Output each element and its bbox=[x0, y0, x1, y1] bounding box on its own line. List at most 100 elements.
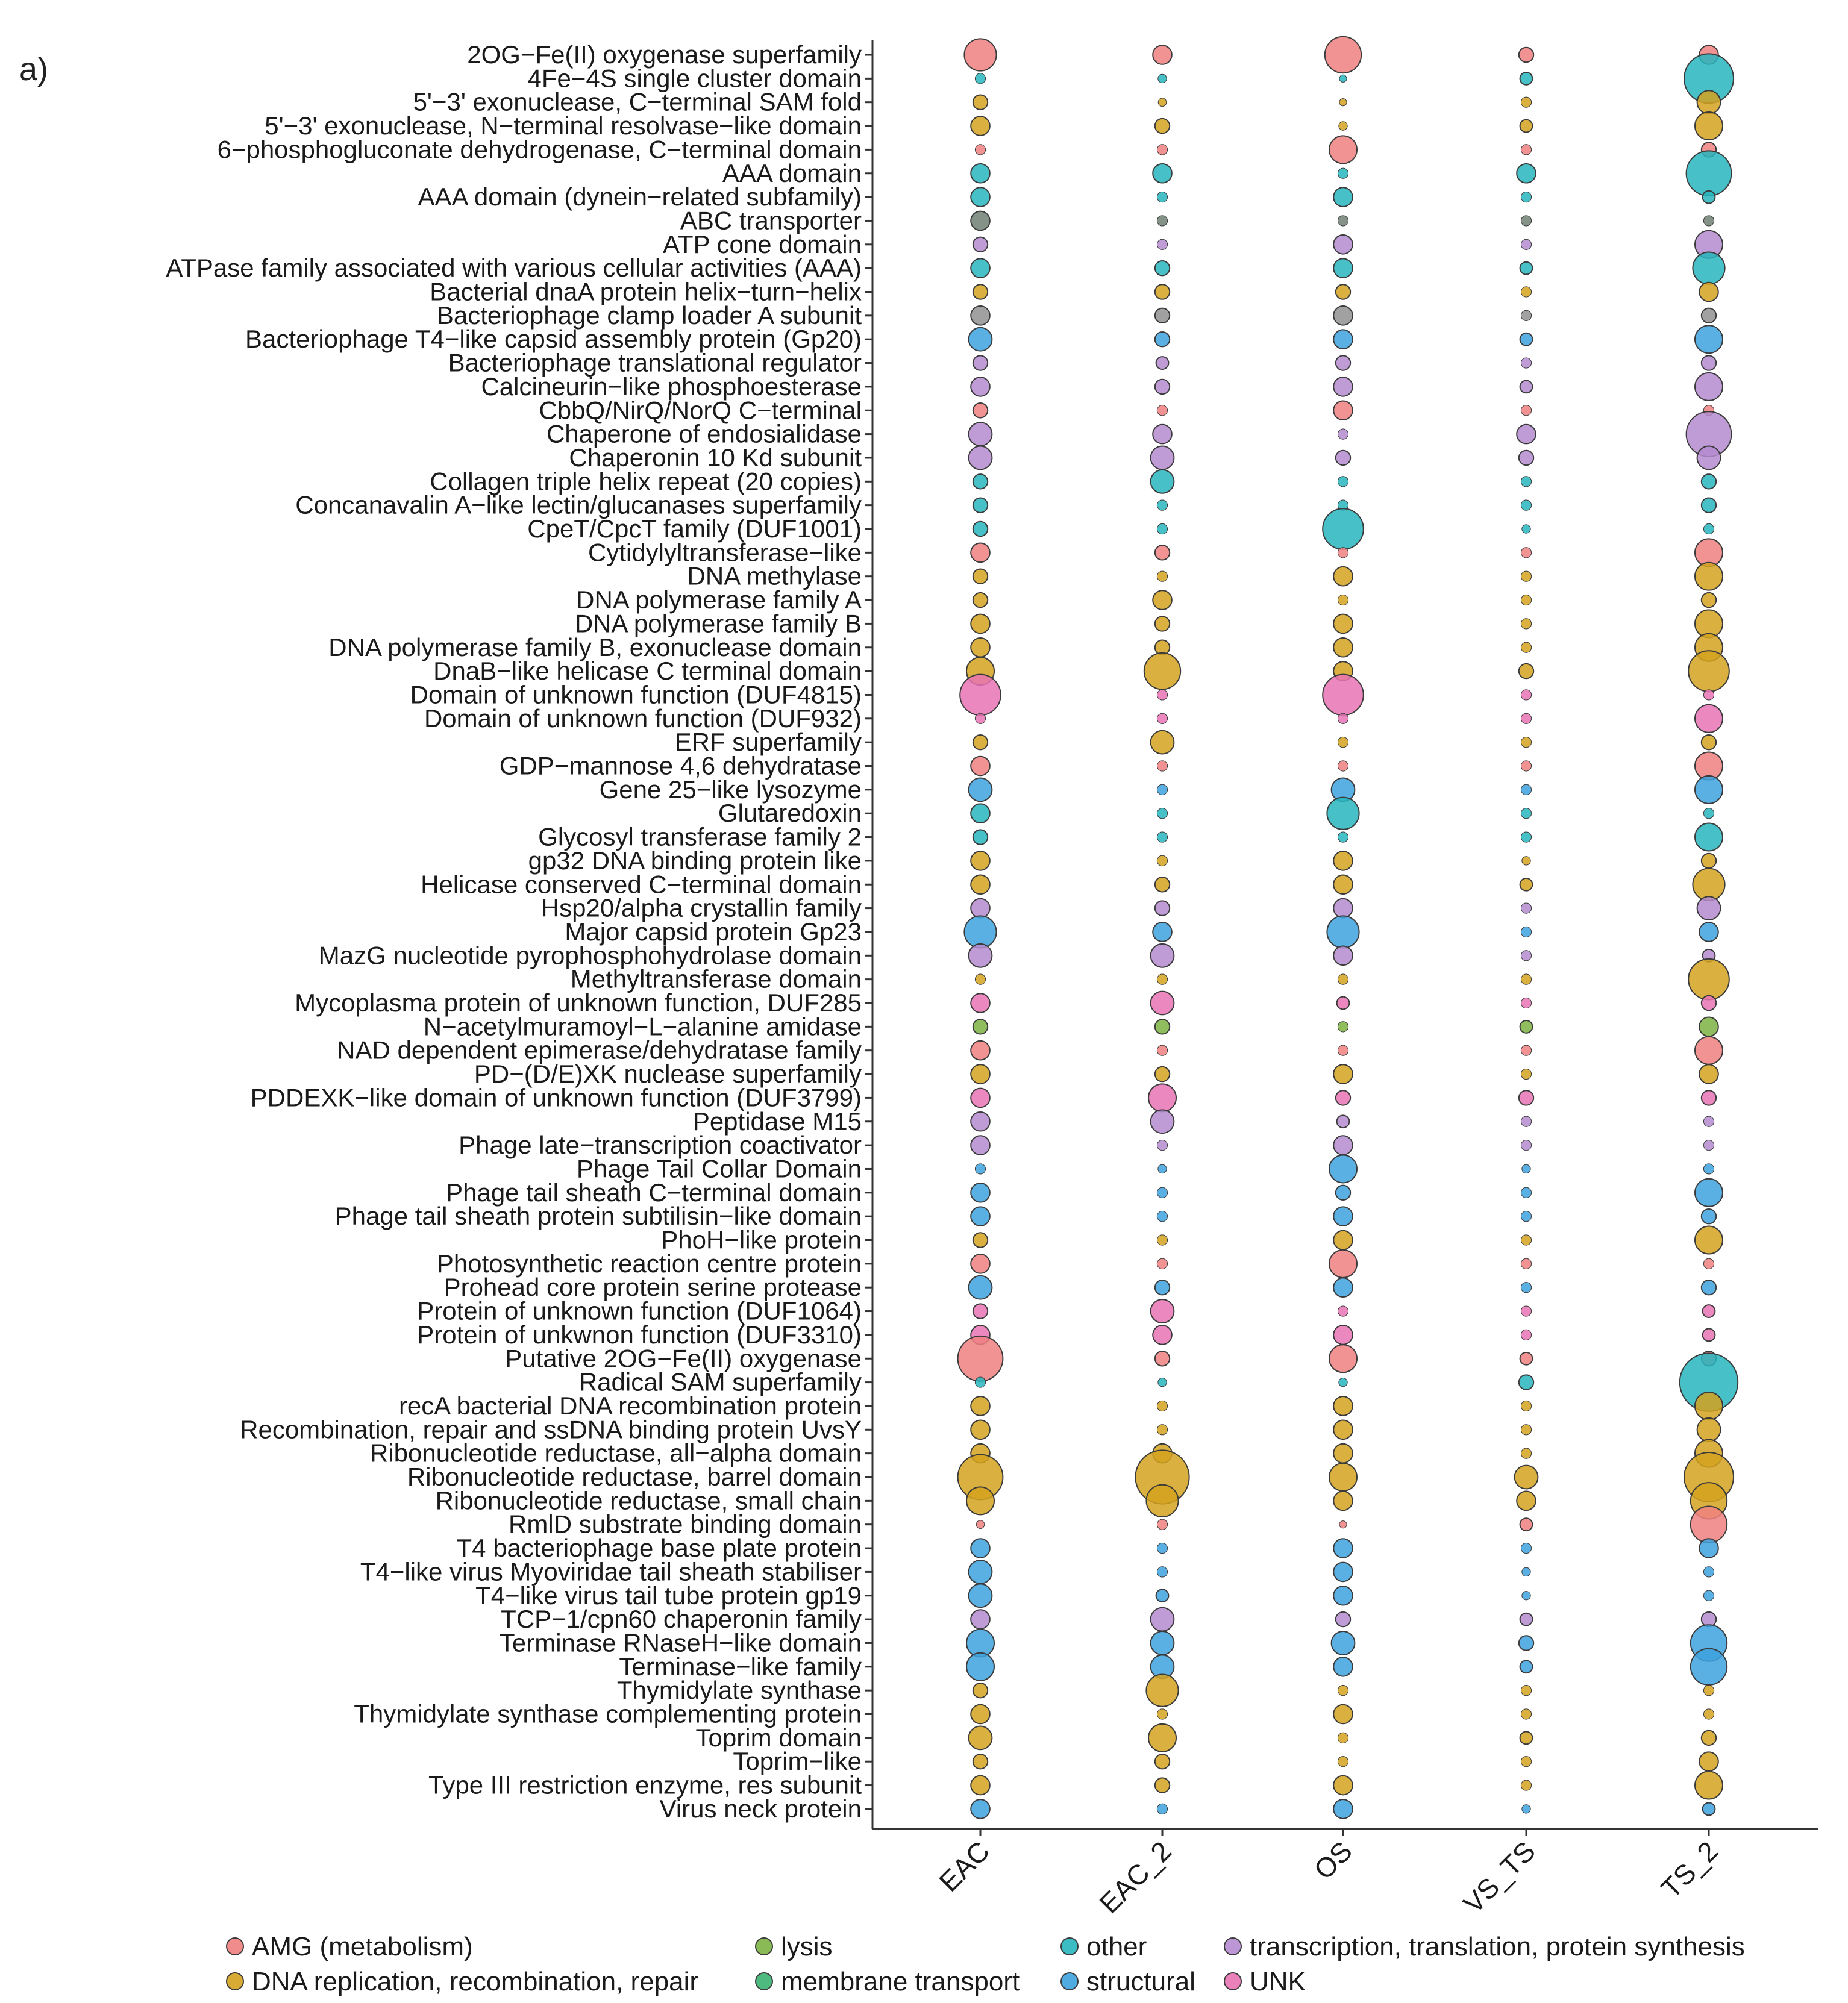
bubble-point bbox=[1702, 1328, 1716, 1342]
bubble-point bbox=[970, 613, 991, 634]
bubble-point bbox=[1514, 1464, 1539, 1490]
bubble-point bbox=[1520, 405, 1532, 416]
bubble-point bbox=[1520, 997, 1532, 1009]
bubble-point bbox=[1520, 192, 1532, 203]
bubble-point bbox=[1337, 1045, 1349, 1056]
bubble-point bbox=[1154, 1280, 1171, 1296]
bubble-point bbox=[1333, 1419, 1353, 1440]
bubble-point bbox=[1156, 689, 1168, 701]
bubble-point bbox=[957, 1335, 1004, 1382]
bubble-point bbox=[1337, 594, 1349, 606]
bubble-point bbox=[970, 898, 991, 919]
y-tick-label: PD−(D/E)XK nuclease superfamily bbox=[474, 1060, 862, 1088]
bubble-point bbox=[1520, 642, 1532, 653]
bubble-point bbox=[1337, 760, 1349, 772]
y-tick-label: Ribonucleotide reductase, all−alpha doma… bbox=[370, 1439, 862, 1467]
bubble-point bbox=[1518, 449, 1535, 466]
bubble-point bbox=[970, 305, 991, 326]
y-tick-label: GDP−mannose 4,6 dehydratase bbox=[500, 752, 862, 780]
y-tick-label: ABC transporter bbox=[680, 206, 862, 234]
bubble-point bbox=[1520, 476, 1532, 487]
bubble-point bbox=[1694, 704, 1723, 733]
bubble-point bbox=[1337, 1685, 1349, 1696]
bubble-point bbox=[1338, 1377, 1348, 1387]
y-tick-label: Bacterial dnaA protein helix−turn−helix bbox=[430, 278, 862, 306]
bubble-point bbox=[1150, 1607, 1175, 1632]
bubble-point bbox=[1520, 1424, 1532, 1436]
bubble-point bbox=[1520, 784, 1532, 795]
bubble-point bbox=[1145, 1484, 1179, 1517]
bubble-point bbox=[1520, 1068, 1532, 1080]
y-tick-label: Glutaredoxin bbox=[718, 799, 862, 827]
x-tick-label: OS bbox=[1308, 1835, 1358, 1886]
bubble-point bbox=[1700, 592, 1717, 608]
bubble-point bbox=[1520, 713, 1532, 724]
bubble-point bbox=[1694, 775, 1723, 804]
bubble-point bbox=[1154, 378, 1171, 395]
bubble-point bbox=[1152, 590, 1173, 610]
bubble-point bbox=[1333, 874, 1353, 895]
legend-label: AMG (metabolism) bbox=[252, 1932, 473, 1961]
bubble-point bbox=[1520, 737, 1532, 748]
bubble-point bbox=[1324, 36, 1362, 74]
bubble-point bbox=[1699, 1016, 1719, 1037]
bubble-point bbox=[1333, 234, 1353, 255]
y-tick-label: Gene 25−like lysozyme bbox=[600, 775, 862, 804]
bubble-point bbox=[1337, 215, 1349, 227]
bubble-point bbox=[1333, 1538, 1353, 1558]
bubble-point bbox=[1156, 1187, 1168, 1198]
bubble-point bbox=[1156, 1400, 1168, 1412]
bubble-point bbox=[1329, 1249, 1358, 1278]
bubble-point bbox=[1519, 1660, 1533, 1674]
bubble-point bbox=[1685, 150, 1732, 197]
y-tick-label: Mycoplasma protein of unknown function, … bbox=[295, 989, 862, 1017]
bubble-point bbox=[1322, 508, 1364, 550]
bubble-point bbox=[1518, 1635, 1535, 1651]
bubble-point bbox=[1520, 357, 1532, 369]
y-tick-label: Bacteriophage translational regulator bbox=[448, 349, 862, 377]
bubble-point bbox=[1329, 1463, 1358, 1492]
bubble-point bbox=[1520, 1708, 1532, 1720]
bubble-point bbox=[1521, 524, 1531, 534]
y-tick-label: DnaB−like helicase C terminal domain bbox=[433, 657, 862, 685]
bubble-point bbox=[1333, 1206, 1353, 1226]
bubble-point bbox=[1700, 473, 1717, 490]
bubble-point bbox=[1154, 117, 1171, 134]
bubble-point bbox=[970, 1419, 991, 1440]
bubble-point bbox=[1333, 1490, 1353, 1511]
bubble-point bbox=[1520, 618, 1532, 630]
bubble-point bbox=[1520, 808, 1532, 819]
y-tick-label: Chaperone of endosialidase bbox=[547, 420, 862, 448]
bubble-point bbox=[970, 1087, 991, 1108]
bubble-point bbox=[970, 187, 991, 207]
bubble-point bbox=[1520, 689, 1532, 701]
bubble-point bbox=[970, 874, 991, 895]
bubble-point bbox=[1520, 215, 1532, 227]
bubble-point bbox=[1520, 926, 1532, 938]
bubble-point bbox=[1154, 1066, 1171, 1083]
bubble-point bbox=[970, 1609, 991, 1630]
bubble-point bbox=[1520, 1045, 1532, 1056]
y-tick-label: Major capsid protein Gp23 bbox=[565, 917, 862, 946]
bubble-point bbox=[1156, 1803, 1168, 1814]
y-tick-label: AAA domain (dynein−related subfamily) bbox=[418, 183, 862, 211]
bubble-point bbox=[1333, 1277, 1353, 1298]
y-tick-label: Terminase−like family bbox=[619, 1652, 862, 1681]
y-tick-label: Toprim domain bbox=[696, 1723, 862, 1752]
bubble-point bbox=[1154, 616, 1171, 632]
bubble-point bbox=[1333, 1799, 1353, 1819]
bubble-point bbox=[1338, 121, 1348, 131]
bubble-point bbox=[1700, 734, 1717, 751]
y-tick-label: Thymidylate synthase bbox=[617, 1676, 862, 1704]
bubble-point bbox=[1154, 900, 1171, 916]
bubble-point bbox=[1330, 1631, 1356, 1655]
y-tick-label: ATPase family associated with various ce… bbox=[166, 254, 862, 282]
y-tick-label: Helicase conserved C−terminal domain bbox=[421, 870, 862, 898]
bubble-point bbox=[1519, 877, 1533, 892]
bubble-point bbox=[968, 1275, 993, 1300]
legend-label: other bbox=[1086, 1932, 1147, 1961]
y-tick-label: Phage Tail Collar Domain bbox=[577, 1154, 862, 1183]
bubble-point bbox=[1337, 1021, 1349, 1033]
bubble-point bbox=[1694, 822, 1723, 852]
